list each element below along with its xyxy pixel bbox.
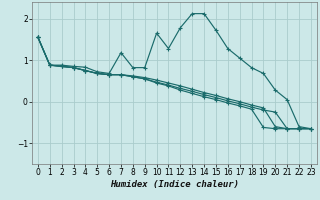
X-axis label: Humidex (Indice chaleur): Humidex (Indice chaleur): [110, 180, 239, 189]
